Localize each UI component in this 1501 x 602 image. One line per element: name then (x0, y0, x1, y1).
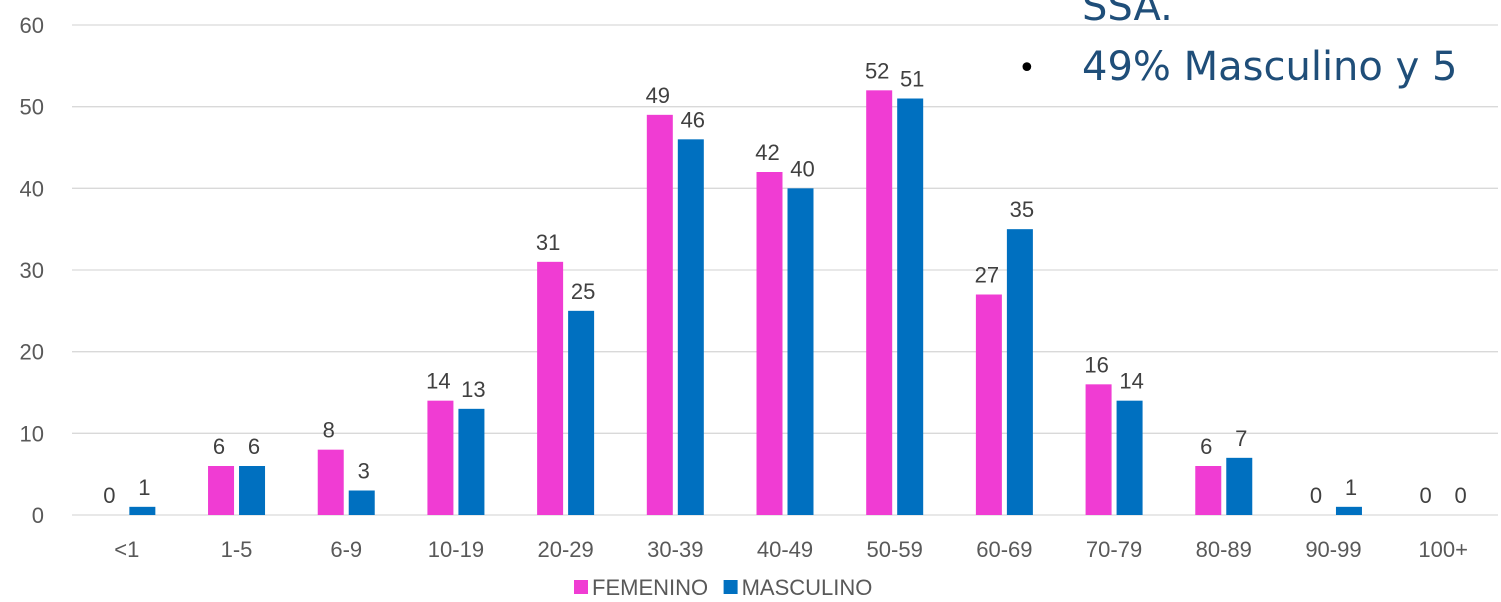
bar-femenino (208, 466, 235, 515)
x-tick-label: 20-29 (537, 537, 593, 562)
bar-femenino (537, 261, 564, 515)
x-tick-label: 30-39 (647, 537, 703, 562)
bar-femenino (866, 90, 893, 515)
data-label-femenino: 0 (1310, 483, 1322, 508)
bar-femenino (317, 449, 344, 515)
x-axis-ticks: <1 1-5 6-9 10-19 20-29 30-39 40-49 50-59 60-69 70… (114, 537, 1468, 562)
data-label-masculino: 0 (1455, 483, 1467, 508)
y-tick-label: 0 (32, 503, 44, 528)
y-tick-label: 60 (20, 13, 44, 38)
bar-masculino (1335, 506, 1362, 515)
data-label-masculino: 40 (790, 156, 814, 181)
overlay-line-1: SSA. (1082, 0, 1173, 30)
data-label-femenino: 8 (323, 418, 335, 443)
legend-swatch-masculino (723, 580, 738, 594)
bar-masculino (129, 506, 156, 515)
bar-masculino (458, 408, 485, 515)
x-tick-label: <1 (114, 537, 139, 562)
x-tick-label: 60-69 (976, 537, 1032, 562)
legend-label-femenino: FEMENINO (592, 575, 708, 600)
bullet-icon: • (1018, 51, 1036, 86)
data-label-masculino: 14 (1119, 369, 1143, 394)
x-tick-label: 100+ (1418, 537, 1468, 562)
y-tick-label: 40 (20, 176, 44, 201)
overlay-text-box: SSA. • 49% Masculino y 5 (1018, 0, 1457, 90)
data-label-masculino: 13 (461, 377, 485, 402)
data-label-femenino: 49 (646, 83, 670, 108)
data-label-femenino: 14 (426, 369, 450, 394)
x-tick-label: 6-9 (330, 537, 362, 562)
x-tick-label: 70-79 (1086, 537, 1142, 562)
data-label-masculino: 46 (681, 107, 705, 132)
y-tick-label: 10 (20, 421, 44, 446)
bar-femenino (756, 172, 783, 515)
data-label-masculino: 51 (900, 67, 924, 92)
legend-label-masculino: MASCULINO (742, 575, 873, 600)
bar-femenino (1085, 384, 1112, 515)
data-label-femenino: 52 (865, 58, 889, 83)
gridlines (72, 24, 1498, 516)
bar-masculino (348, 490, 375, 515)
bar-femenino (975, 294, 1002, 515)
legend-swatch-femenino (574, 580, 588, 594)
data-label-masculino: 6 (248, 434, 260, 459)
bar-masculino (1116, 400, 1143, 515)
bar-masculino (677, 139, 704, 516)
legend: FEMENINO MASCULINO (574, 575, 872, 600)
x-tick-label: 10-19 (428, 537, 484, 562)
data-label-masculino: 3 (358, 459, 370, 484)
data-label-masculino: 1 (1345, 475, 1357, 500)
data-label-femenino: 6 (1200, 434, 1212, 459)
y-tick-label: 30 (20, 258, 44, 283)
bars (129, 90, 1362, 516)
x-tick-label: 1-5 (221, 537, 253, 562)
data-label-femenino: 0 (103, 483, 115, 508)
bar-masculino (787, 188, 814, 516)
data-label-masculino: 25 (571, 279, 595, 304)
data-label-masculino: 7 (1235, 426, 1247, 451)
data-label-femenino: 27 (975, 263, 999, 288)
bar-femenino (1195, 466, 1222, 515)
x-tick-label: 50-59 (867, 537, 923, 562)
data-label-masculino: 1 (138, 475, 150, 500)
data-label-femenino: 0 (1420, 483, 1432, 508)
y-axis-ticks: 0 10 20 30 40 50 60 (20, 13, 44, 528)
bar-masculino (897, 98, 924, 515)
x-tick-label: 40-49 (757, 537, 813, 562)
data-label-femenino: 6 (213, 434, 225, 459)
data-label-masculino: 35 (1010, 197, 1034, 222)
data-label-femenino: 42 (755, 140, 779, 165)
y-tick-label: 50 (20, 95, 44, 120)
bar-masculino (239, 466, 266, 515)
bar-femenino (646, 114, 673, 515)
x-tick-label: 90-99 (1305, 537, 1361, 562)
overlay-line-2: 49% Masculino y 5 (1082, 44, 1457, 90)
data-label-femenino: 31 (536, 230, 560, 255)
bar-masculino (568, 310, 595, 515)
y-tick-label: 20 (20, 340, 44, 365)
bar-masculino (1226, 457, 1253, 515)
bar-masculino (1006, 229, 1033, 515)
data-label-femenino: 16 (1084, 352, 1108, 377)
bar-femenino (427, 400, 454, 515)
x-tick-label: 80-89 (1196, 537, 1252, 562)
